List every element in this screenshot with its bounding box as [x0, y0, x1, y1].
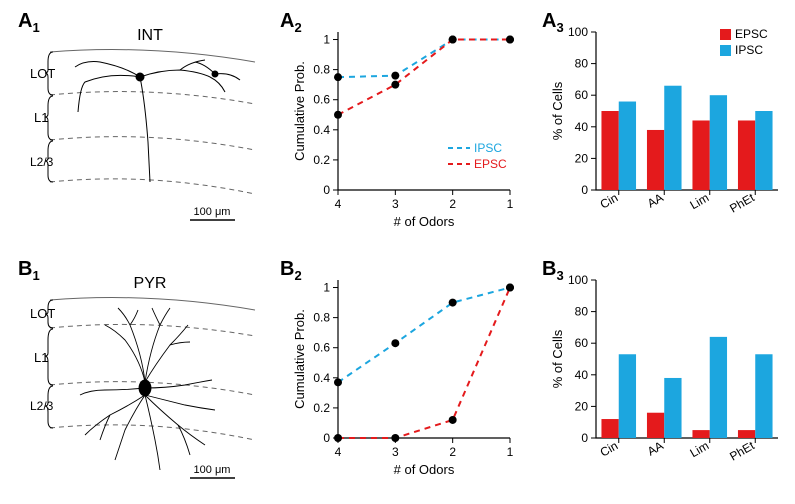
svg-text:20: 20 [575, 151, 589, 165]
svg-text:L1: L1 [34, 350, 48, 365]
svg-text:L2/3: L2/3 [30, 155, 54, 169]
svg-text:60: 60 [575, 336, 589, 350]
svg-text:60: 60 [575, 88, 589, 102]
svg-text:1: 1 [507, 445, 514, 459]
svg-text:0.2: 0.2 [313, 401, 330, 415]
svg-text:Cumulative Prob.: Cumulative Prob. [292, 61, 307, 161]
panel-a3-chart: 0 20 40 60 80 100 Cin AA Lim PhEt % of Cells EPSC IP… [548, 22, 788, 232]
svg-text:EPSC: EPSC [474, 157, 507, 171]
panel-b3-chart: 0 20 40 60 80 100 Cin AA Lim PhEt % of Cells [548, 270, 788, 480]
svg-text:% of Cells: % of Cells [550, 81, 565, 140]
svg-text:0.6: 0.6 [313, 341, 330, 355]
svg-text:Cin: Cin [598, 438, 621, 459]
svg-text:100: 100 [568, 25, 588, 39]
svg-text:2: 2 [449, 445, 456, 459]
panel-b1-morphology: PYR LOT L1 L2/3 100 μm [30, 270, 260, 490]
svg-text:0.8: 0.8 [313, 311, 330, 325]
svg-text:80: 80 [575, 305, 589, 319]
svg-text:4: 4 [335, 445, 342, 459]
svg-text:PYR: PYR [134, 275, 167, 292]
svg-text:# of Odors: # of Odors [394, 214, 455, 229]
svg-text:3: 3 [392, 445, 399, 459]
svg-text:40: 40 [575, 120, 589, 134]
svg-text:LOT: LOT [30, 306, 55, 321]
svg-text:100 μm: 100 μm [194, 464, 231, 476]
svg-text:IPSC: IPSC [735, 43, 763, 57]
svg-text:AA: AA [645, 438, 666, 458]
svg-text:3: 3 [392, 197, 399, 211]
svg-text:1: 1 [507, 197, 514, 211]
panel-a2-chart: 0 0.2 0.4 0.6 0.8 1 4 3 2 1 Cumulative Prob. # of O… [290, 22, 520, 232]
svg-text:Lim: Lim [687, 190, 711, 212]
svg-text:1: 1 [323, 281, 330, 295]
svg-text:INT: INT [137, 27, 163, 44]
svg-text:2: 2 [449, 197, 456, 211]
svg-text:1: 1 [323, 33, 330, 47]
svg-text:0.4: 0.4 [313, 123, 330, 137]
svg-text:100 μm: 100 μm [194, 206, 231, 218]
svg-text:0.2: 0.2 [313, 153, 330, 167]
svg-text:80: 80 [575, 57, 589, 71]
svg-text:Lim: Lim [687, 438, 711, 460]
svg-text:100: 100 [568, 273, 588, 287]
svg-text:AA: AA [645, 190, 666, 210]
panel-b2-chart: 0 0.2 0.4 0.6 0.8 1 4 3 2 1 Cumulative Prob. # of O… [290, 270, 520, 480]
svg-text:EPSC: EPSC [735, 27, 768, 41]
svg-text:Cumulative Prob.: Cumulative Prob. [292, 309, 307, 409]
svg-text:4: 4 [335, 197, 342, 211]
svg-text:0.6: 0.6 [313, 93, 330, 107]
svg-text:L2/3: L2/3 [30, 399, 54, 413]
svg-text:PhEt: PhEt [727, 190, 757, 215]
svg-text:0: 0 [581, 183, 588, 197]
svg-text:% of Cells: % of Cells [550, 329, 565, 388]
svg-text:Cin: Cin [598, 190, 621, 211]
svg-text:0: 0 [323, 183, 330, 197]
panel-a1-morphology: INT LOT L1 L2/3 100 μm [30, 22, 260, 232]
svg-text:0.4: 0.4 [313, 371, 330, 385]
svg-text:20: 20 [575, 399, 589, 413]
svg-text:LOT: LOT [30, 66, 55, 81]
svg-text:40: 40 [575, 368, 589, 382]
svg-text:IPSC: IPSC [474, 141, 502, 155]
svg-text:0.8: 0.8 [313, 63, 330, 77]
svg-text:0: 0 [581, 431, 588, 445]
svg-text:PhEt: PhEt [727, 438, 757, 463]
svg-text:0: 0 [323, 431, 330, 445]
svg-text:# of Odors: # of Odors [394, 462, 455, 477]
